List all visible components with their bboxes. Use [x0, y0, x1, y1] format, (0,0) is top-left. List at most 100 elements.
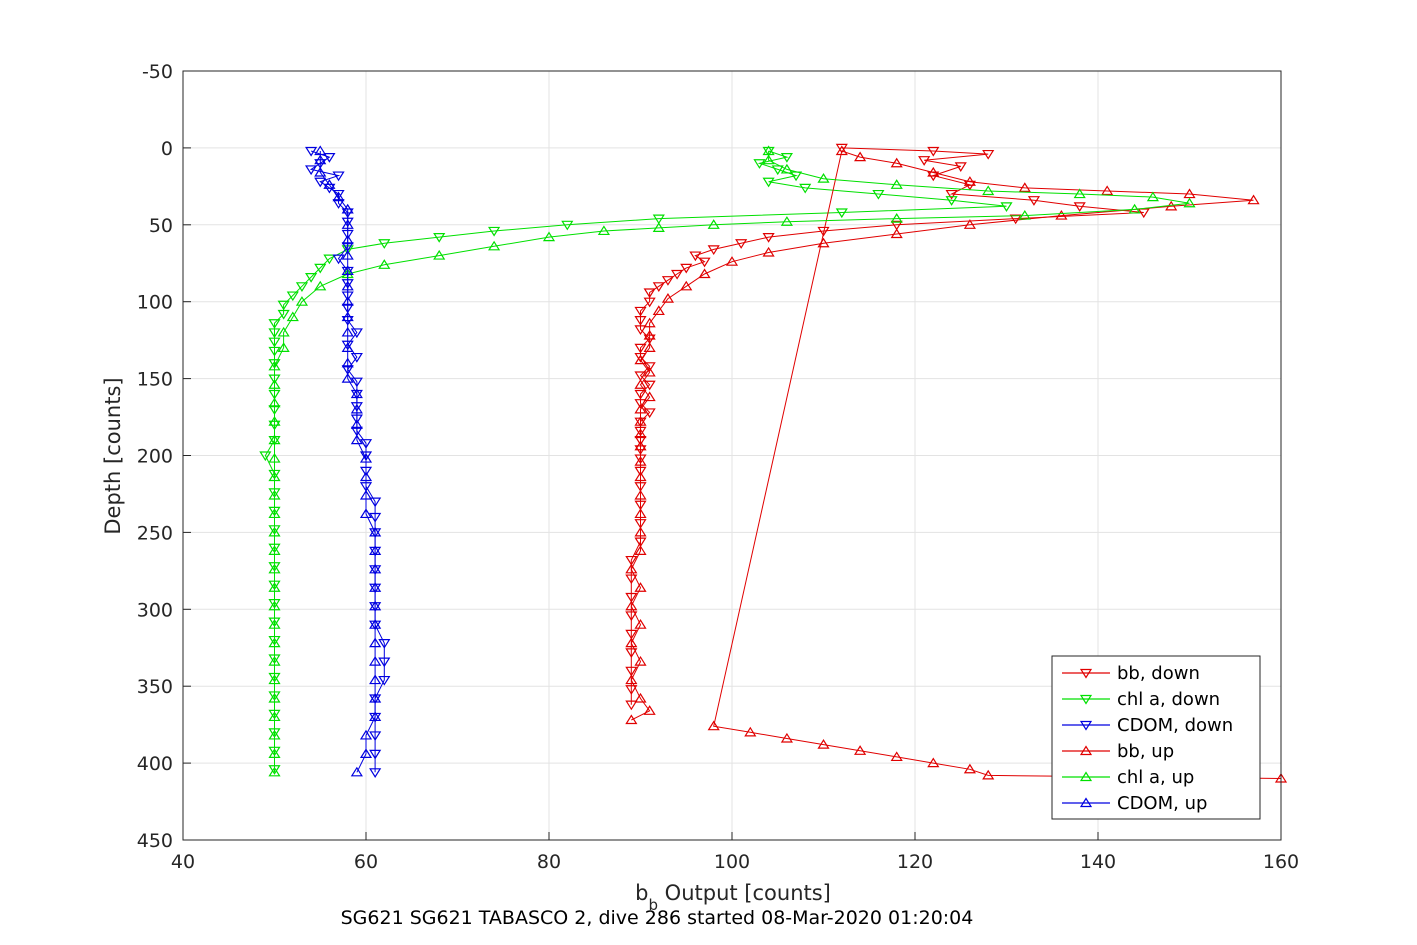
data-point — [817, 173, 830, 183]
data-point — [359, 471, 373, 482]
data-point — [634, 343, 647, 354]
series-5 — [314, 145, 382, 777]
y-tick-label: 350 — [137, 676, 173, 698]
data-point — [268, 489, 281, 500]
x-tick-label: 120 — [897, 851, 933, 873]
data-point — [625, 674, 638, 685]
data-point — [634, 325, 647, 336]
data-point — [643, 391, 656, 402]
data-point — [634, 306, 647, 317]
data-point — [314, 177, 327, 188]
y-tick-label: 400 — [137, 753, 173, 775]
data-point — [1247, 194, 1260, 205]
data-point — [268, 360, 281, 371]
y-tick-label: 300 — [137, 599, 173, 621]
data-point — [369, 600, 382, 611]
data-point — [835, 143, 848, 154]
data-point — [268, 729, 281, 740]
series-layer — [259, 143, 1288, 783]
legend-label: CDOM, down — [1117, 715, 1233, 736]
x-tick-label: 160 — [1263, 851, 1299, 873]
data-point — [1073, 188, 1086, 199]
data-point — [707, 219, 720, 229]
y-tick-label: 0 — [161, 138, 173, 160]
data-point — [314, 280, 327, 291]
data-point — [305, 272, 318, 283]
data-point — [771, 165, 784, 176]
data-point — [332, 171, 345, 182]
legend-label: chl a, up — [1117, 767, 1194, 788]
data-point — [323, 179, 336, 189]
data-point — [643, 288, 656, 299]
data-point — [268, 655, 281, 666]
data-point — [945, 196, 958, 206]
tick-labels: 40 60 80 100 120 140 160 -50 0 50 100 150 200 250 300 3… — [137, 61, 1299, 873]
data-point — [625, 555, 638, 566]
legend-marker — [1079, 720, 1093, 731]
data-point — [735, 239, 748, 249]
data-point — [780, 153, 793, 163]
x-axis-label-main: b — [635, 881, 648, 905]
legend-marker — [1079, 745, 1093, 756]
y-axis-label: Depth [counts] — [101, 377, 125, 534]
data-point — [359, 729, 373, 740]
data-point — [625, 685, 638, 695]
x-axis-label-rest: Output [counts] — [658, 881, 831, 905]
data-point — [277, 309, 290, 320]
data-point — [634, 582, 647, 592]
data-point — [890, 228, 903, 239]
y-tick-label: 150 — [137, 369, 173, 391]
y-tick-label: -50 — [142, 61, 173, 83]
data-point — [359, 508, 373, 519]
data-point — [350, 403, 363, 414]
data-point — [634, 526, 647, 537]
data-point — [341, 372, 354, 383]
data-point — [359, 439, 373, 449]
data-point — [433, 249, 446, 260]
data-point — [341, 280, 354, 291]
data-point — [341, 203, 354, 214]
data-point — [341, 311, 354, 322]
data-point — [634, 619, 647, 629]
data-point — [963, 176, 976, 186]
data-point — [643, 705, 656, 715]
data-point — [625, 611, 638, 622]
data-point — [643, 362, 656, 372]
data-point — [1027, 196, 1041, 206]
data-point — [268, 328, 281, 339]
data-point — [817, 739, 830, 749]
data-point — [350, 377, 363, 388]
x-tick-label: 80 — [537, 851, 561, 873]
data-point — [625, 563, 638, 574]
data-point — [634, 399, 647, 409]
data-point — [707, 720, 720, 731]
data-point — [890, 179, 903, 189]
data-point — [268, 766, 281, 777]
data-point — [259, 451, 272, 462]
data-point — [369, 563, 382, 574]
data-point — [369, 526, 382, 537]
data-point — [982, 185, 995, 196]
data-point — [488, 226, 501, 237]
data-point — [643, 329, 656, 340]
data-point — [634, 471, 647, 482]
legend-label: bb, down — [1117, 663, 1200, 684]
data-point — [762, 145, 775, 156]
series-0 — [625, 143, 1150, 711]
data-point — [625, 700, 638, 711]
legend-marker — [1079, 694, 1093, 705]
data-point — [350, 352, 363, 363]
data-point — [634, 354, 647, 365]
data-point — [268, 471, 281, 482]
data-point — [268, 563, 281, 574]
data-point — [1146, 191, 1159, 202]
data-point — [1101, 185, 1114, 196]
data-point — [890, 213, 903, 223]
data-point — [268, 452, 281, 463]
data-point — [945, 189, 958, 200]
data-point — [359, 748, 373, 758]
data-point — [1073, 202, 1086, 212]
data-point — [762, 177, 775, 188]
data-point — [369, 497, 382, 508]
